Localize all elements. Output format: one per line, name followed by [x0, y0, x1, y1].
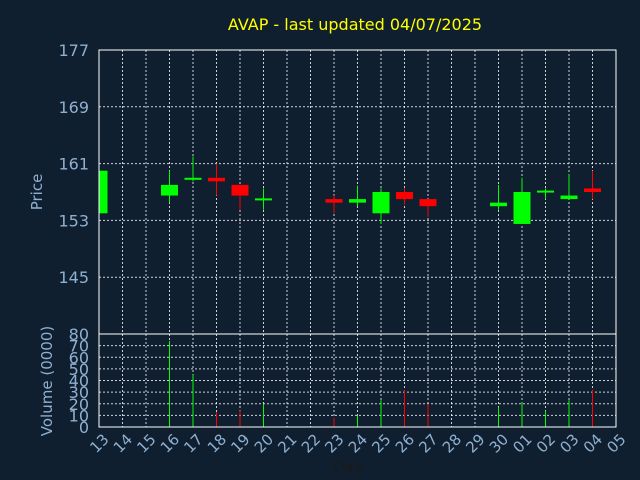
- candle-body: [99, 170, 108, 214]
- price-tick-label: 169: [58, 98, 89, 117]
- price-axis-label: Price: [28, 174, 46, 211]
- volume-tick-label: 10: [69, 406, 89, 425]
- price-tick-label: 177: [58, 41, 89, 60]
- candle-body: [560, 195, 578, 200]
- candle-body: [325, 199, 343, 203]
- volume-tick-label: 50: [69, 360, 89, 379]
- volume-axis-label: Volume (0000): [38, 326, 56, 436]
- volume-tick-label: 60: [69, 348, 89, 367]
- candle-body: [490, 202, 507, 207]
- candle-body: [584, 188, 601, 192]
- volume-panel-frame: [98, 333, 617, 428]
- price-tick-label: 161: [58, 155, 89, 174]
- candle-body: [537, 190, 554, 193]
- volume-tick-label: 40: [69, 372, 89, 391]
- candle-body: [184, 177, 202, 180]
- price-tick-label: 153: [58, 211, 89, 230]
- volume-tick-label: 80: [69, 325, 89, 344]
- volume-tick-label: 70: [69, 337, 89, 356]
- candle-body: [231, 184, 249, 196]
- candle-body: [255, 198, 272, 201]
- volume-tick-label: 0: [79, 418, 89, 437]
- candle-body: [419, 199, 437, 207]
- candle-body: [349, 199, 366, 203]
- volume-tick-label: 30: [69, 383, 89, 402]
- candle-body: [161, 184, 178, 196]
- price-panel: 145 153 161 169 177: [58, 41, 617, 335]
- x-axis-label: Day: [333, 458, 363, 476]
- candle-body: [372, 192, 390, 214]
- candle-body: [208, 177, 225, 182]
- candle-body: [513, 192, 531, 224]
- candle-body: [396, 192, 413, 200]
- volume-tick-label: 20: [69, 395, 89, 414]
- x-tick-labels: 1314151617181920212223242526272829300102…: [86, 430, 629, 456]
- chart-title: AVAP - last updated 04/07/2025: [228, 15, 482, 34]
- price-tick-label: 145: [58, 268, 89, 287]
